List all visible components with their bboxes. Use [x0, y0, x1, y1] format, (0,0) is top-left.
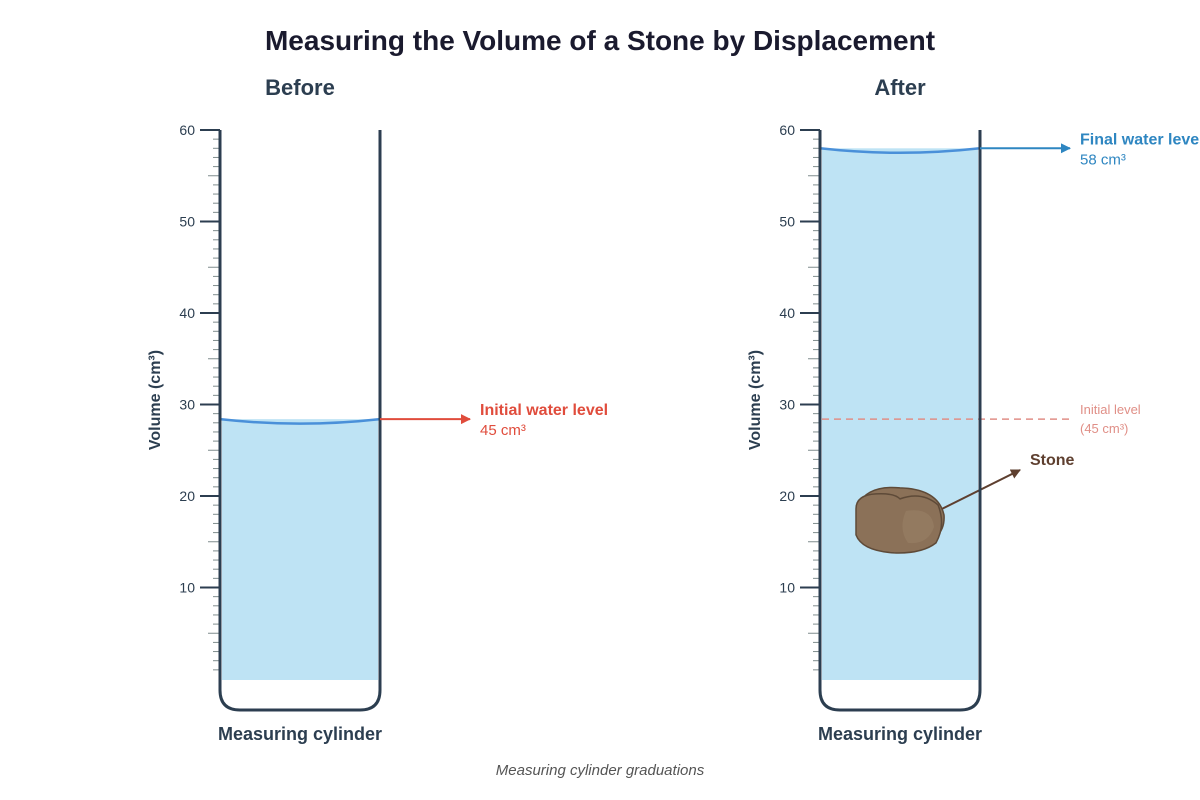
diagram-title: Measuring the Volume of a Stone by Displ… [265, 25, 935, 56]
tick-label: 60 [779, 122, 795, 138]
cylinder-label-before: Measuring cylinder [218, 724, 382, 744]
tick-label: 30 [179, 397, 195, 413]
tick-label: 50 [179, 214, 195, 230]
initial-level-ref-title: Initial level [1080, 402, 1141, 417]
cylinder-label-after: Measuring cylinder [818, 724, 982, 744]
stone-label: Stone [1030, 452, 1075, 469]
panel-heading-after: After [874, 75, 926, 100]
level-label-title-before: Initial water level [480, 402, 608, 419]
axis-label-before: Volume (cm³) [147, 350, 164, 450]
level-label-value-after: 58 cm³ [1080, 151, 1126, 168]
panel-before: Before Volume (cm³) 10 20 30 40 50 60 Initial… [147, 75, 608, 744]
tick-label: 10 [779, 580, 795, 596]
axis-label-after: Volume (cm³) [747, 350, 764, 450]
initial-level-ref-value: (45 cm³) [1080, 421, 1128, 436]
cylinder-before [218, 130, 382, 712]
water-before [222, 419, 378, 680]
scale-before: 10 20 30 40 50 60 [179, 122, 220, 671]
meniscus-after [819, 147, 981, 155]
cylinder-after [818, 130, 982, 712]
stone-rock [855, 486, 945, 554]
scale-after: 10 20 30 40 50 60 [779, 122, 820, 671]
level-label-value-before: 45 cm³ [480, 422, 526, 439]
stone-highlight [902, 510, 934, 544]
tick-label: 20 [779, 488, 795, 504]
water-after [822, 148, 978, 681]
tick-label: 60 [179, 122, 195, 138]
level-label-title-after: Final water level [1080, 131, 1200, 148]
tick-label: 40 [179, 305, 195, 321]
footnote: Measuring cylinder graduations [496, 762, 705, 779]
tick-label: 40 [779, 305, 795, 321]
tick-label: 50 [779, 214, 795, 230]
meniscus-before [219, 417, 381, 425]
panel-after: After Volume (cm³) 10 20 30 40 50 60 Initial … [747, 75, 1200, 744]
tick-label: 20 [179, 488, 195, 504]
panel-heading-before: Before [265, 75, 335, 100]
tick-label: 10 [179, 580, 195, 596]
tick-label: 30 [779, 397, 795, 413]
